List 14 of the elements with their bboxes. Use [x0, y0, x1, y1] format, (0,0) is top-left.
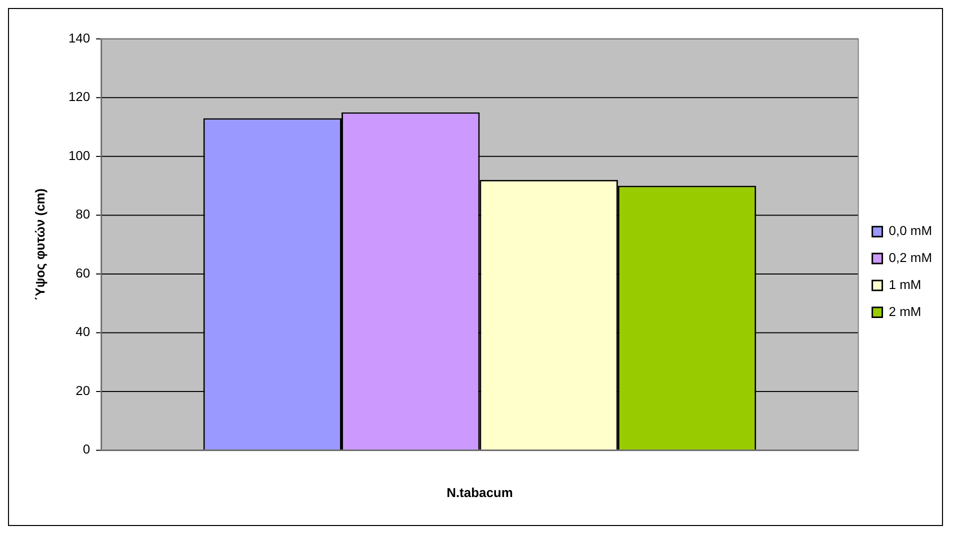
y-tick-label: 0 — [82, 442, 90, 457]
legend-label: 1 mM — [888, 277, 922, 292]
y-tick-label: 40 — [76, 324, 90, 340]
legend-label: 0,2 mM — [888, 250, 932, 266]
legend-label: 0,0 mM — [888, 223, 932, 238]
legend-label: 2 mM — [888, 304, 922, 319]
y-tick-label: 20 — [76, 382, 90, 398]
y-tick-label: 140 — [68, 30, 90, 46]
y-tick-label: 80 — [76, 206, 90, 222]
x-axis-title: N.tabacum — [446, 484, 513, 500]
y-tick-label: 100 — [68, 148, 90, 163]
y-tick-label: 120 — [68, 89, 90, 104]
y-tick-label: 60 — [76, 265, 90, 280]
y-axis-title: ΄Υψος φυτών (cm) — [32, 188, 48, 301]
